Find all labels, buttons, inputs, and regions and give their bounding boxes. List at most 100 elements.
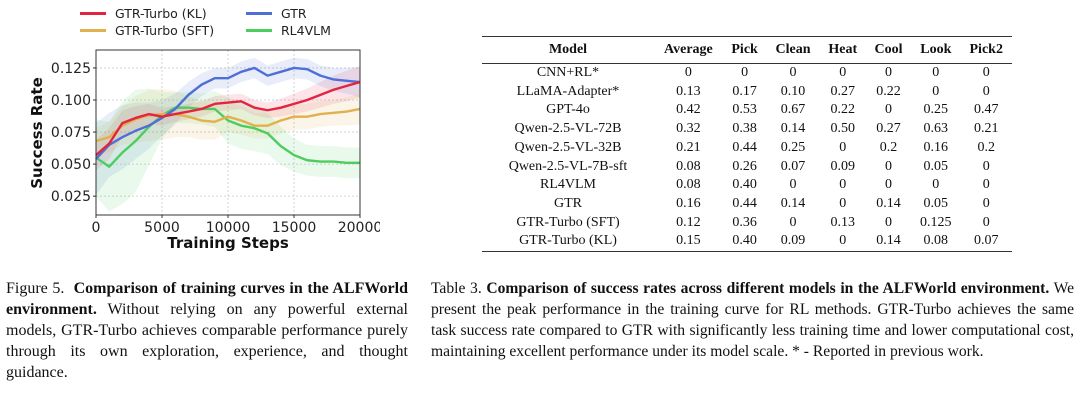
score-cell: 0.15 [676,233,701,249]
score-cell: 0 [741,65,749,80]
chart-ticks: 0 5000 10000 15000 20000 0.025 0.050 0.075 0.100… [51,61,380,236]
table-row: Qwen-2.5-VL-72B 0.32 0.38 0.14 0.50 0.27 0.63 0… [482,120,1012,139]
score-cell: 0.21 [676,139,701,155]
column-header-average: Average [664,42,713,57]
y-tick-label: 0.050 [51,157,91,173]
score-cell: 0.44 [732,195,757,211]
results-table-container: Model Average Pick Clean Heat Cool Look Pick2 C… [482,36,1012,252]
column-header-look: Look [920,42,952,57]
score-cell: 0.08 [676,177,701,193]
score-cell: 0.08 [923,233,949,249]
legend-item-gtr-turbo-sft: GTR-Turbo (SFT) [80,23,214,38]
score-cell: 0.42 [676,102,701,118]
legend-label: GTR-Turbo (SFT) [115,23,215,38]
y-axis-label: Success Rate [28,77,46,189]
score-cell: 0.16 [923,139,949,155]
score-cell: 0.40 [732,233,757,249]
x-tick-label: 20000 [338,220,380,236]
model-name-cell: GTR [554,195,582,211]
score-cell: 0.27 [830,83,855,99]
legend-swatch-gtr-turbo-sft [80,29,106,32]
score-cell: 0 [982,158,990,174]
score-cell: 0 [884,158,892,174]
score-cell: 0 [884,65,892,80]
score-cell: 0 [684,65,692,80]
band-gtr-turbo-kl [96,66,360,171]
table-row: Qwen-2.5-VL-7B-sft 0.08 0.26 0.07 0.09 0 0.05 0 [482,158,1012,177]
table-row: Qwen-2.5-VL-32B 0.21 0.44 0.25 0 0.2 0.16 0.2 [482,139,1012,158]
model-name-cell: GTR-Turbo (SFT) [516,214,620,230]
table-row: GPT-4o 0.42 0.53 0.67 0.22 0 0.25 0.47 [482,101,1012,120]
table-row: GTR-Turbo (KL) 0.15 0.40 0.09 0 0.14 0.08 0.07 [482,232,1012,252]
score-cell: 0 [982,214,990,230]
model-name-cell: Qwen-2.5-VL-32B [514,139,622,155]
training-curves-chart: 0 5000 10000 15000 20000 0.025 0.050 0.075 0.100… [28,49,380,252]
score-cell: 0.67 [780,102,806,118]
score-cell: 0 [932,65,940,80]
score-cell: 0.125 [920,214,952,230]
y-tick-label: 0.125 [51,61,91,77]
score-cell: 0 [982,83,990,99]
score-cell: 0.32 [676,121,701,137]
model-name-cell: GTR-Turbo (KL) [519,233,617,249]
chart-lines [95,66,361,168]
score-cell: 0.05 [923,158,949,174]
score-cell: 0.12 [676,214,701,230]
score-cell: 0 [839,65,847,80]
score-cell: 0.08 [676,158,701,174]
score-cell: 0.14 [780,195,806,211]
score-cell: 0.21 [973,121,999,137]
score-cell: 0.50 [830,121,855,137]
score-cell: 0.26 [732,158,757,174]
score-cell: 0 [839,233,847,249]
results-table: Model Average Pick Clean Heat Cool Look Pick2 C… [482,36,1012,252]
score-cell: 0.14 [876,233,901,249]
score-cell: 0 [932,177,940,193]
score-cell: 0.53 [732,102,757,118]
legend-label: GTR-Turbo (KL) [115,6,207,21]
score-cell: 0.07 [973,233,999,249]
legend-swatch-rl4vlm [246,29,272,32]
score-cell: 0.2 [977,139,995,155]
x-tick-label: 15000 [272,220,317,236]
score-cell: 0 [789,65,797,80]
score-cell: 0.09 [830,158,855,174]
score-cell: 0.14 [780,121,806,137]
column-header-pick2: Pick2 [969,42,1003,57]
score-cell: 0 [839,177,847,193]
chart-grid [96,50,360,215]
table-body: CNN+RL* 0 0 0 0 0 0 0 LLaMA-Adapter* 0.13 0.17 0.10… [482,64,1012,252]
score-cell: 0.05 [923,195,949,211]
legend-label: GTR [281,6,307,21]
figure-caption-body: Without relying on any powerful external… [6,301,409,381]
legend-swatch-gtr [246,12,272,15]
score-cell: 0.44 [732,139,757,155]
score-cell: 0.25 [923,102,949,118]
chart-confidence-bands [96,57,360,212]
legend-item-rl4vlm: RL4VLM [246,23,331,38]
score-cell: 0 [839,139,847,155]
score-cell: 0.16 [676,195,701,211]
model-name-cell: CNN+RL* [536,65,600,80]
x-tick-label: 0 [92,220,101,236]
score-cell: 0 [789,214,797,230]
score-cell: 0 [884,177,892,193]
score-cell: 0 [982,177,990,193]
score-cell: 0.17 [732,83,757,99]
score-cell: 0 [932,83,940,99]
score-cell: 0 [982,195,990,211]
table-caption-title: Comparison of success rates across diffe… [486,280,1050,297]
table-caption-label: Table 3. [431,280,482,297]
score-cell: 0.22 [876,83,901,99]
score-cell: 0.25 [780,139,806,155]
legend-swatch-gtr-turbo-kl [80,12,106,15]
score-cell: 0.40 [732,177,757,193]
score-cell: 0.13 [830,214,855,230]
score-cell: 0.09 [780,233,806,249]
score-cell: 0.22 [830,102,855,118]
model-name-cell: LLaMA-Adapter* [516,83,620,99]
column-header-heat: Heat [828,42,858,57]
model-name-cell: Qwen-2.5-VL-72B [514,121,622,137]
table-caption-body: We present the peak performance in the t… [431,280,1074,360]
score-cell: 0 [884,214,892,230]
